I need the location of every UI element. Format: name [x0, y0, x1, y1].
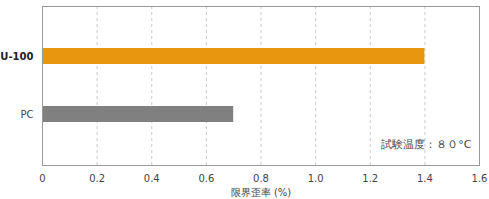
svg-text:0: 0	[39, 173, 45, 184]
svg-text:U-100: U-100	[0, 51, 33, 62]
svg-text:0.6: 0.6	[198, 173, 214, 184]
svg-text:0.8: 0.8	[253, 173, 269, 184]
svg-text:1.6: 1.6	[472, 173, 488, 184]
svg-text:1.2: 1.2	[362, 173, 378, 184]
svg-text:PC: PC	[20, 109, 33, 120]
svg-text:試験温度：８０°C: 試験温度：８０°C	[381, 138, 472, 151]
svg-text:1.0: 1.0	[308, 173, 324, 184]
svg-text:限界歪率 (%): 限界歪率 (%)	[231, 187, 292, 198]
svg-text:0.4: 0.4	[144, 173, 160, 184]
svg-text:0.2: 0.2	[89, 173, 105, 184]
svg-text:1.4: 1.4	[417, 173, 433, 184]
